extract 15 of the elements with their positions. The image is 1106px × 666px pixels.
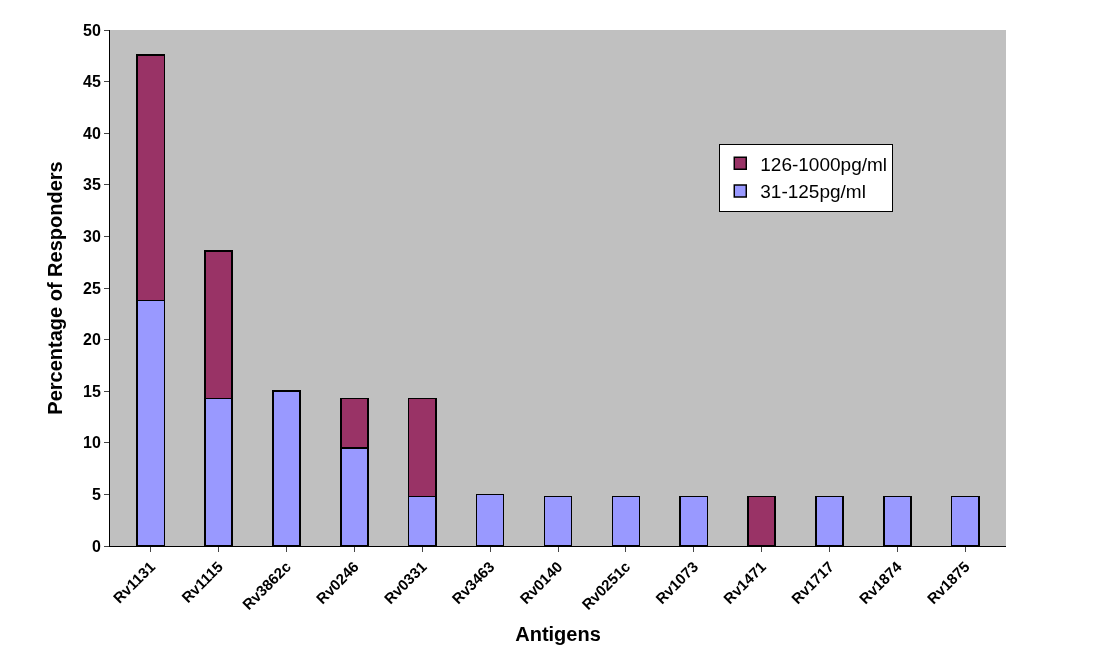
y-tick-label: 45 (83, 73, 101, 91)
y-tick-label: 25 (83, 279, 101, 297)
y-tick-label: 40 (83, 124, 101, 142)
y-tick-label: 10 (83, 434, 101, 452)
legend-label: 31-125pg/ml (760, 181, 866, 203)
y-tick-label: 35 (83, 176, 101, 194)
x-axis-title: Antigens (515, 623, 601, 646)
y-tick-label: 5 (91, 486, 101, 503)
y-tick-label: 20 (83, 331, 101, 349)
y-tick-label: 15 (83, 382, 101, 400)
y-axis-title: Percentage of Responders (43, 161, 66, 415)
legend-label: 126-1000pg/ml (760, 153, 888, 175)
y-tick-label: 50 (83, 21, 101, 39)
y-tick-label: 0 (91, 537, 101, 555)
y-tick-label: 30 (83, 228, 101, 245)
